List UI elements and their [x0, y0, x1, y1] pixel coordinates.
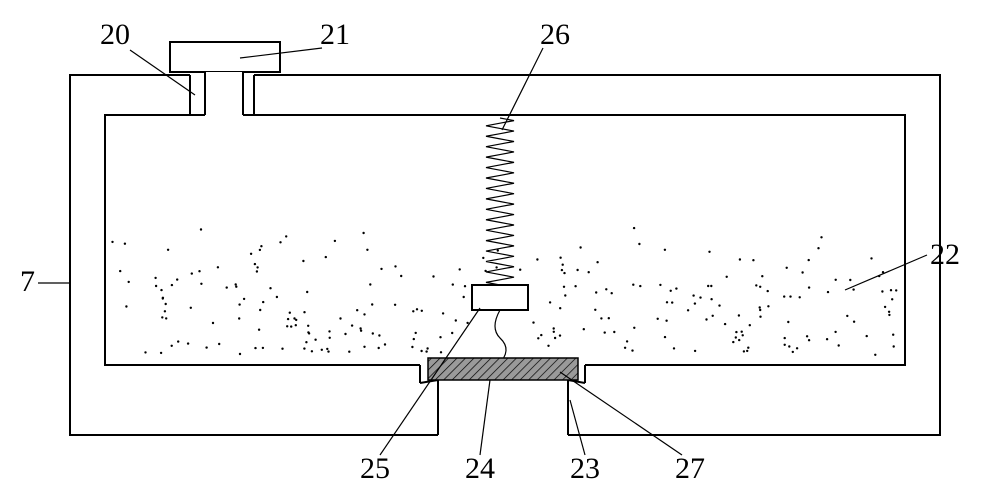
leader-25 [380, 308, 480, 455]
leader-22 [845, 255, 927, 290]
inlet-cap [170, 42, 280, 72]
plunger-block [472, 285, 528, 310]
label-27: 27 [675, 452, 705, 486]
label-7: 7 [20, 265, 35, 299]
label-26: 26 [540, 18, 570, 52]
leader-26 [502, 48, 543, 130]
label-21: 21 [320, 18, 350, 52]
leader-23 [570, 400, 585, 455]
filter-mesh [428, 358, 578, 380]
inner-chamber [105, 115, 905, 365]
diagram-canvas: 7 20 21 22 23 24 25 26 27 [0, 0, 1000, 500]
label-25: 25 [360, 452, 390, 486]
label-20: 20 [100, 18, 130, 52]
leader-24 [480, 380, 490, 455]
label-23: 23 [570, 452, 600, 486]
leader-27 [560, 372, 682, 455]
spring [486, 118, 514, 285]
label-22: 22 [930, 238, 960, 272]
valve-stem [495, 310, 506, 365]
schematic-svg [0, 0, 1000, 500]
label-24: 24 [465, 452, 495, 486]
